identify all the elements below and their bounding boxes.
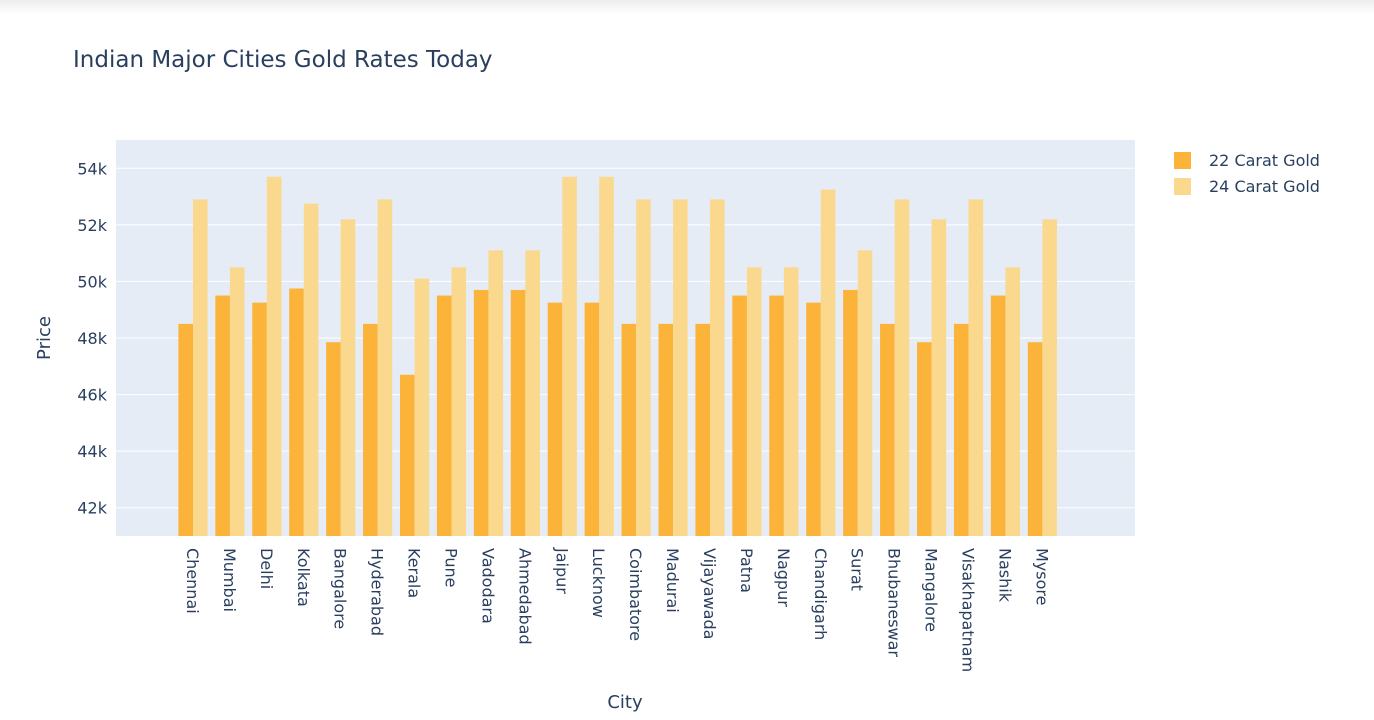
x-tick-label: Surat [848,548,867,591]
bar-24-carat[interactable] [673,199,688,536]
x-tick-label: Coimbatore [626,548,645,641]
bar-22-carat[interactable] [399,374,415,536]
y-tick-label: 52k [77,216,107,235]
x-tick-label: Chennai [183,548,202,614]
bar-22-carat[interactable] [289,288,304,537]
x-tick-label: Patna [737,548,756,593]
x-tick-label: Vadodara [478,548,497,624]
x-tick-label: Kerala [405,548,424,598]
bar-22-carat[interactable] [252,302,267,536]
bar-24-carat[interactable] [193,199,208,536]
bar-22-carat[interactable] [1027,342,1043,536]
bar-24-carat[interactable] [266,176,282,536]
legend: 22 Carat Gold 24 Carat Gold [1174,147,1320,199]
bar-24-carat[interactable] [931,219,947,536]
bar-22-carat[interactable] [584,302,600,536]
bar-22-carat[interactable] [621,323,637,536]
bar-24-carat[interactable] [451,267,467,536]
legend-item-22-carat[interactable]: 22 Carat Gold [1174,147,1320,173]
x-axis-label: City [607,692,643,713]
y-tick-label: 54k [77,159,107,178]
bar-24-carat[interactable] [968,199,984,536]
bar-24-carat[interactable] [857,250,873,537]
x-tick-label: Mangalore [922,548,941,632]
bar-22-carat[interactable] [806,302,821,536]
bar-24-carat[interactable] [414,278,430,536]
bar-22-carat[interactable] [769,295,784,536]
bar-24-carat[interactable] [746,267,762,536]
x-tick-label: Nagpur [774,548,793,607]
legend-label-24-carat: 24 Carat Gold [1209,176,1320,196]
x-tick-label: Ahmedabad [515,548,534,645]
x-tick-label: Madurai [663,548,682,613]
y-axis-label: Price [34,316,55,360]
x-tick-label: Delhi [257,548,276,589]
x-tick-label: Bhubaneswar [885,548,904,657]
bar-22-carat[interactable] [843,289,858,536]
bar-22-carat[interactable] [917,342,932,536]
x-tick-label: Lucknow [589,548,608,618]
y-tick-label: 44k [77,442,107,461]
bar-24-carat[interactable] [488,250,504,537]
x-tick-label: Bangalore [331,548,350,629]
x-tick-label: Nashik [995,548,1014,603]
y-axis-ticks: 42k 44k 46k 48k 50k 52k 54k [77,159,107,517]
x-tick-label: Jaipur [552,547,571,594]
legend-item-24-carat[interactable]: 24 Carat Gold [1174,173,1320,199]
x-tick-label: Vijayawada [700,548,719,639]
legend-label-22-carat: 22 Carat Gold [1209,150,1320,170]
y-tick-label: 50k [77,272,107,291]
bar-24-carat[interactable] [562,176,577,536]
bar-22-carat[interactable] [990,295,1006,536]
x-axis-ticks: Chennai Mumbai Delhi Kolkata Bangalore Hydera… [183,547,1051,672]
bar-22-carat[interactable] [473,289,489,536]
bar-22-carat[interactable] [178,323,193,536]
x-tick-label: Kolkata [294,548,313,607]
bar-22-carat[interactable] [436,295,452,536]
x-tick-label: Chandigarh [811,548,830,640]
bar-24-carat[interactable] [894,199,910,536]
bar-24-carat[interactable] [525,250,540,537]
x-tick-label: Hyderabad [368,548,387,636]
bar-22-carat[interactable] [880,323,895,536]
chart-title: Indian Major Cities Gold Rates Today [73,47,493,73]
y-tick-label: 42k [77,499,107,518]
bar-24-carat[interactable] [303,203,319,536]
x-tick-label: Mumbai [220,548,239,612]
x-tick-label: Pune [442,548,461,588]
bar-24-carat[interactable] [1005,267,1021,536]
bar-22-carat[interactable] [695,323,711,536]
bars [178,176,1057,537]
bar-22-carat[interactable] [363,323,378,536]
bar-22-carat[interactable] [547,302,563,536]
x-tick-label: Mysore [1032,548,1051,605]
x-tick-label: Visakhapatnam [959,548,978,672]
bar-24-carat[interactable] [710,199,725,536]
bar-22-carat[interactable] [732,295,747,536]
bar-22-carat[interactable] [658,323,674,536]
bar-24-carat[interactable] [599,176,614,536]
bar-24-carat[interactable] [820,189,836,537]
bar-22-carat[interactable] [510,289,526,536]
bar-24-carat[interactable] [1042,219,1057,536]
bar-24-carat[interactable] [783,267,799,536]
y-tick-label: 46k [77,386,107,405]
bar-24-carat[interactable] [229,267,245,536]
y-tick-label: 48k [77,329,107,348]
bar-24-carat[interactable] [377,199,393,536]
bar-22-carat[interactable] [953,323,969,536]
legend-swatch-24-carat [1174,177,1191,195]
bar-24-carat[interactable] [636,199,651,536]
legend-swatch-22-carat [1174,151,1191,169]
window-top-shadow [0,0,1374,14]
bar-22-carat[interactable] [326,342,341,536]
bar-22-carat[interactable] [215,295,230,536]
bar-24-carat[interactable] [340,219,356,536]
